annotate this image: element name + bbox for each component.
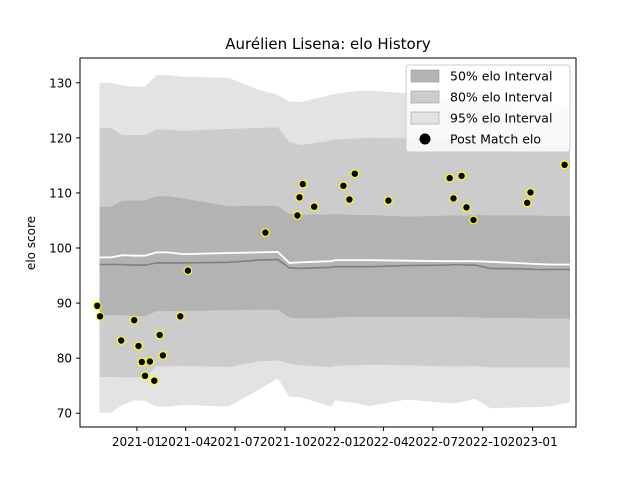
- x-tick-label: 2022-04: [358, 435, 408, 449]
- y-tick-label: 90: [57, 297, 72, 311]
- y-axis-label: elo score: [24, 216, 38, 270]
- post-match-point: [445, 173, 455, 183]
- post-match-point: [345, 195, 354, 204]
- post-match-point: [339, 181, 348, 191]
- post-match-point: [145, 357, 155, 366]
- chart-title: Aurélien Lisena: elo History: [225, 35, 431, 53]
- legend-label: 95% elo Interval: [450, 111, 552, 126]
- post-match-point: [140, 371, 150, 381]
- x-tick-label: 2021-07: [210, 435, 260, 449]
- post-match-point: [116, 336, 126, 345]
- post-match-point: [155, 330, 165, 340]
- post-match-point: [183, 266, 193, 276]
- x-tick-label: 2022-07: [408, 435, 458, 449]
- post-match-point: [158, 351, 168, 360]
- mean-line: [99, 250, 570, 266]
- legend-label: Post Match elo: [450, 132, 541, 147]
- post-match-point: [298, 179, 308, 189]
- post-match-point: [134, 341, 143, 351]
- post-match-point: [129, 315, 139, 325]
- post-match-point: [95, 311, 105, 321]
- y-tick-label: 130: [49, 76, 72, 90]
- post-match-point: [462, 202, 471, 212]
- y-tick-label: 80: [57, 352, 72, 366]
- legend-box: [405, 64, 571, 153]
- legend-label: 50% elo Interval: [450, 69, 552, 84]
- legend-swatch-band80: [410, 90, 440, 104]
- post-match-point: [293, 211, 302, 220]
- post-match-point: [137, 357, 147, 367]
- x-tick-label: 2021-01: [112, 435, 162, 449]
- post-match-point: [261, 228, 270, 238]
- legend-swatch-band95: [410, 111, 440, 125]
- x-tick-label: 2022-10: [458, 435, 508, 449]
- post-match-point: [309, 202, 319, 212]
- y-tick-label: 70: [57, 407, 72, 421]
- median-line: [99, 258, 570, 271]
- post-match-point: [526, 187, 535, 197]
- x-tick-label: 2021-10: [260, 435, 310, 449]
- post-match-point: [449, 193, 458, 203]
- y-tick-label: 120: [49, 131, 72, 145]
- post-match-point: [149, 376, 159, 386]
- y-tick-label: 100: [49, 242, 72, 256]
- plot-frame: [79, 57, 577, 428]
- x-tick-label: 2021-04: [161, 435, 211, 449]
- legend: 50% elo Interval 80% elo Interval 95% elo …: [405, 64, 571, 153]
- post-match-point: [469, 215, 478, 225]
- y-axis: 70 80 90 100 110 120 130: [49, 76, 80, 421]
- y-tick-label: 110: [49, 186, 72, 200]
- post-match-point: [560, 160, 569, 170]
- x-tick-label: 2022-01: [310, 435, 360, 449]
- band-50-interval: [99, 196, 570, 319]
- legend-swatch-band50: [410, 69, 440, 83]
- legend-marker-swatch: [419, 133, 431, 145]
- post-match-point: [522, 198, 532, 208]
- post-match-point: [350, 169, 360, 179]
- x-tick-label: 2023-01: [508, 435, 558, 449]
- post-match-point: [457, 171, 467, 181]
- plot-area: [92, 75, 570, 413]
- legend-label: 80% elo Interval: [450, 90, 552, 105]
- post-match-point: [175, 311, 185, 321]
- post-match-point: [92, 301, 102, 311]
- post-match-point: [295, 192, 304, 202]
- post-match-point: [384, 196, 393, 206]
